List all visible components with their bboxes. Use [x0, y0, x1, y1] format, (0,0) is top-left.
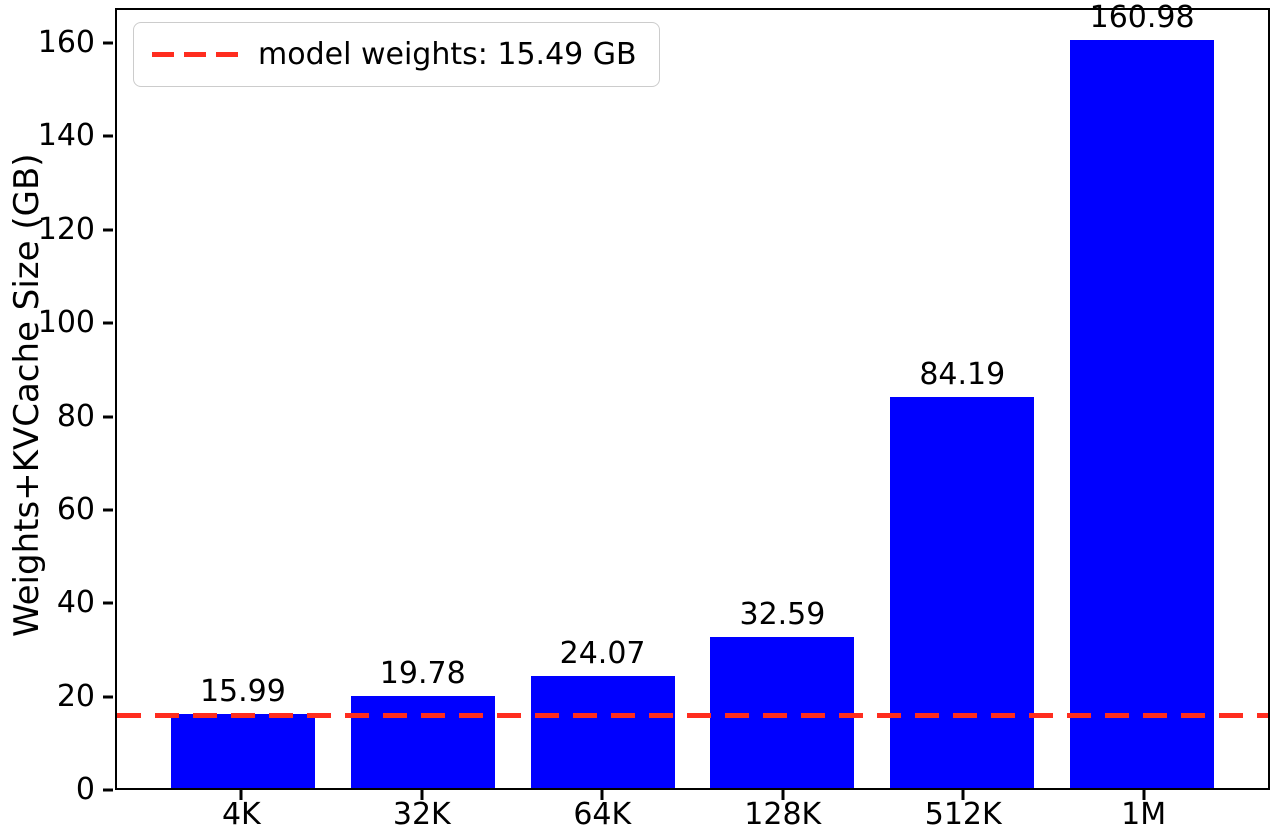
x-tick-mark — [1142, 790, 1146, 800]
bar-4K — [170, 713, 315, 788]
y-tick-mark — [103, 601, 113, 605]
y-tick-mark — [103, 415, 113, 418]
bar-value-label: 160.98 — [1089, 0, 1195, 36]
bar-value-label: 32.59 — [739, 596, 826, 632]
y-tick-mark — [103, 321, 113, 325]
y-tick-label: 80 — [56, 398, 95, 434]
bar-value-label: 24.07 — [559, 636, 646, 672]
x-tick-mark — [781, 790, 785, 800]
y-tick-label: 140 — [37, 118, 95, 154]
x-tick-label: 512K — [924, 797, 1002, 832]
legend-dashed-line-sample — [152, 52, 238, 57]
bar-128K — [710, 636, 855, 788]
bar-1M — [1070, 40, 1215, 788]
y-tick-mark — [103, 508, 113, 512]
y-tick-label: 120 — [37, 211, 95, 247]
x-tick-mark — [420, 790, 424, 800]
model-weights-reference-line — [117, 713, 1268, 719]
x-axis-ticks: 4K 32K 64K 128K 512K 1M — [115, 790, 1270, 836]
y-tick-label: 20 — [56, 678, 95, 714]
y-tick-label: 40 — [56, 585, 95, 621]
y-tick-mark — [103, 695, 113, 699]
y-tick-mark — [103, 228, 113, 232]
bar-value-label: 19.78 — [379, 656, 466, 692]
y-tick-label: 0 — [75, 772, 95, 807]
y-tick-mark — [103, 41, 113, 45]
y-tick-label: 160 — [37, 25, 95, 60]
bar-32K — [350, 696, 495, 788]
x-tick-mark — [600, 790, 604, 800]
x-tick-label: 4K — [221, 797, 261, 832]
x-tick-label: 64K — [573, 797, 632, 832]
bar-512K — [890, 396, 1035, 788]
bar-64K — [530, 676, 675, 788]
plot-area: model weights: 15.49 GB 15.99 19.78 24.07 3… — [115, 3, 1270, 790]
x-tick-mark — [961, 790, 965, 800]
legend-label: model weights: 15.49 GB — [258, 37, 637, 72]
bar-value-label: 15.99 — [199, 673, 286, 709]
y-tick-label: 60 — [56, 491, 95, 527]
x-tick-mark — [239, 790, 243, 800]
bar-value-label: 84.19 — [919, 356, 1006, 392]
y-tick-mark — [103, 134, 113, 138]
x-tick-label: 1M — [1121, 797, 1167, 832]
y-tick-label: 100 — [37, 305, 95, 341]
y-tick-mark — [103, 788, 113, 792]
y-axis-ticks: 0 20 40 60 80 100 120 140 160 — [0, 8, 113, 805]
x-tick-label: 128K — [744, 797, 822, 832]
x-tick-label: 32K — [392, 797, 451, 832]
legend: model weights: 15.49 GB — [133, 22, 660, 87]
